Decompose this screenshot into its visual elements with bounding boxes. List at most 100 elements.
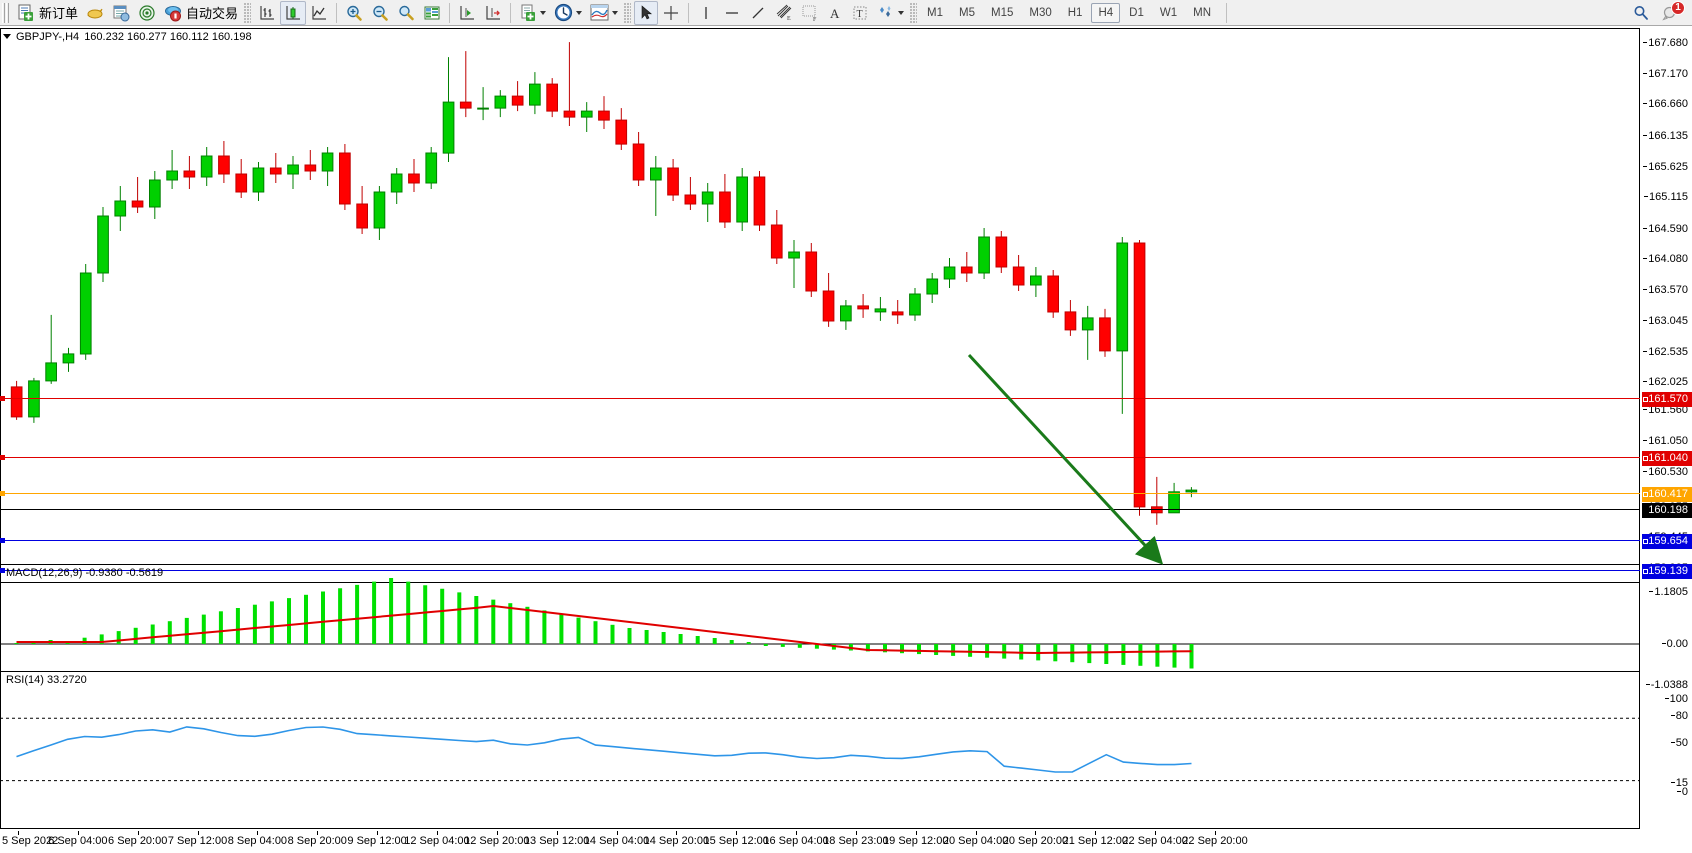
price-axis-tick: 164.080 bbox=[1643, 253, 1688, 265]
order-level-line[interactable] bbox=[0, 568, 1640, 573]
svg-text:E: E bbox=[787, 16, 791, 22]
symbol-ohlc: 160.232 160.277 160.112 160.198 bbox=[84, 30, 252, 43]
time-axis-tick bbox=[436, 831, 438, 835]
price-chart-plot[interactable] bbox=[0, 28, 1640, 583]
horizontal-line-tool-button[interactable] bbox=[719, 1, 745, 25]
chevron-down-icon-3[interactable] bbox=[612, 10, 619, 15]
time-axis-tick bbox=[616, 831, 618, 835]
order-price-label[interactable]: 159.654 bbox=[1642, 534, 1692, 549]
time-axis-tick bbox=[1095, 831, 1097, 835]
svg-text:F: F bbox=[813, 17, 817, 22]
time-axis-label: 20 Sep 20:00 bbox=[1002, 835, 1069, 847]
chevron-down-icon-2[interactable] bbox=[576, 10, 583, 15]
indicator-list-button[interactable] bbox=[82, 1, 108, 25]
timeframe-m30-button[interactable]: M30 bbox=[1029, 6, 1052, 19]
zoom-in-button[interactable] bbox=[341, 1, 367, 25]
timeframe-m15-button[interactable]: M15 bbox=[991, 6, 1014, 19]
line-chart-button[interactable] bbox=[306, 1, 332, 25]
time-axis-tick bbox=[18, 831, 19, 835]
timeframe-h4-button[interactable]: H4 bbox=[1091, 2, 1121, 23]
cursor-tool-button[interactable] bbox=[634, 0, 659, 25]
new-order-label: 新订单 bbox=[39, 6, 79, 21]
current-price-label[interactable]: 160.198 bbox=[1642, 503, 1692, 518]
toolbar-separator bbox=[336, 2, 338, 23]
timeframe-mn-button[interactable]: MN bbox=[1193, 6, 1211, 19]
order-price-label[interactable]: 159.139 bbox=[1642, 564, 1692, 579]
timeframe-h1-button[interactable]: H1 bbox=[1067, 6, 1083, 19]
templates-button[interactable] bbox=[515, 1, 550, 25]
chart-canvas-area[interactable]: GBPJPY-,H4 160.232 160.277 160.112 160.1… bbox=[0, 26, 1692, 853]
zoom-magnifier-button[interactable] bbox=[393, 1, 419, 25]
time-axis-tick bbox=[1035, 831, 1037, 835]
chevron-down-icon[interactable] bbox=[540, 10, 547, 15]
navigator-button[interactable] bbox=[134, 1, 160, 25]
bar-chart-button[interactable] bbox=[254, 1, 280, 25]
text-label-tool-button[interactable]: T bbox=[847, 1, 873, 25]
time-axis-label: 13 Sep 12:00 bbox=[523, 835, 590, 847]
order-price-label[interactable]: 161.040 bbox=[1642, 451, 1692, 466]
time-axis-tick bbox=[855, 831, 857, 835]
new-order-button[interactable]: 新订单 bbox=[13, 1, 82, 25]
time-axis-tick bbox=[317, 831, 319, 835]
timeframe-m5-button[interactable]: M5 bbox=[959, 6, 975, 19]
fibonacci-tool-button[interactable]: E bbox=[771, 1, 797, 25]
price-axis-tick: 162.025 bbox=[1643, 376, 1688, 388]
price-axis-tick: 167.680 bbox=[1643, 37, 1688, 49]
toolbar-grip-3[interactable] bbox=[624, 2, 632, 23]
price-axis[interactable]: 167.680 167.170 166.660 166.135 165.625 165.1… bbox=[1640, 26, 1692, 853]
autotrade-button[interactable]: 自动交易 bbox=[160, 1, 242, 25]
toolbar-separator-4 bbox=[688, 2, 690, 23]
search-button[interactable] bbox=[1628, 1, 1654, 25]
chevron-down-icon-4[interactable] bbox=[898, 10, 905, 15]
indicators-button[interactable] bbox=[586, 1, 622, 25]
time-axis-tick bbox=[77, 831, 79, 835]
indicator-axis-tick: 80 bbox=[1670, 710, 1688, 722]
time-axis[interactable]: 5 Sep 2022 6 Sep 04:00 6 Sep 20:00 7 Sep 12… bbox=[0, 831, 1640, 853]
time-axis-label: 20 Sep 04:00 bbox=[942, 835, 1009, 847]
chart-shift-button[interactable] bbox=[454, 1, 480, 25]
text-tool-button[interactable]: A bbox=[823, 1, 847, 25]
order-level-line[interactable] bbox=[0, 538, 1640, 543]
order-price-label[interactable]: 160.417 bbox=[1642, 487, 1692, 502]
timeframe-w1-button[interactable]: W1 bbox=[1159, 6, 1178, 19]
shapes-tool-button[interactable] bbox=[873, 1, 908, 25]
order-level-line[interactable] bbox=[0, 491, 1640, 496]
toolbar-grip-2[interactable] bbox=[244, 2, 252, 23]
indicator-axis-tick: 50 bbox=[1670, 737, 1688, 749]
periodicity-button[interactable] bbox=[550, 1, 586, 25]
trendline-tool-button[interactable] bbox=[745, 1, 771, 25]
price-axis-tick: 163.570 bbox=[1643, 284, 1688, 296]
channel-tool-button[interactable]: F bbox=[797, 1, 823, 25]
zoom-out-button[interactable] bbox=[367, 1, 393, 25]
price-axis-tick: 164.590 bbox=[1643, 223, 1688, 235]
crosshair-tool-button[interactable] bbox=[658, 1, 684, 25]
order-level-line[interactable] bbox=[0, 396, 1640, 401]
auto-scroll-button[interactable] bbox=[480, 1, 506, 25]
notifications-button[interactable]: 1 bbox=[1658, 0, 1685, 25]
indicator-axis-tick: 0.00 bbox=[1661, 638, 1688, 650]
time-axis-tick bbox=[915, 831, 917, 835]
price-axis-tick: 160.530 bbox=[1643, 466, 1688, 478]
macd-plot[interactable] bbox=[0, 564, 1640, 672]
data-window-button[interactable] bbox=[108, 1, 134, 25]
timeframe-m1-button[interactable]: M1 bbox=[927, 6, 944, 19]
price-axis-tick: 161.560 bbox=[1643, 404, 1688, 416]
price-axis-tick: 162.535 bbox=[1643, 346, 1688, 358]
symbol-info-bar: GBPJPY-,H4 160.232 160.277 160.112 160.1… bbox=[0, 29, 252, 44]
main-toolbar: 新订单 bbox=[0, 0, 1692, 26]
order-level-line[interactable] bbox=[0, 455, 1640, 460]
indicator-axis-tick: 1.1805 bbox=[1649, 586, 1688, 598]
toolbar-grip-4[interactable] bbox=[910, 2, 918, 23]
chart-menu-icon[interactable] bbox=[3, 34, 11, 39]
rsi-indicator-label: RSI(14) 33.2720 bbox=[6, 674, 87, 686]
candlestick-chart-button[interactable] bbox=[280, 0, 307, 25]
market-watch-button[interactable] bbox=[419, 1, 445, 25]
vertical-line-tool-button[interactable] bbox=[693, 1, 719, 25]
rsi-plot[interactable] bbox=[0, 671, 1640, 829]
order-price-label[interactable]: 161.570 bbox=[1642, 392, 1692, 407]
time-axis-tick bbox=[137, 831, 139, 835]
toolbar-grip[interactable] bbox=[2, 2, 10, 23]
time-axis-label: 22 Sep 04:00 bbox=[1122, 835, 1188, 847]
timeframe-d1-button[interactable]: D1 bbox=[1129, 6, 1144, 19]
